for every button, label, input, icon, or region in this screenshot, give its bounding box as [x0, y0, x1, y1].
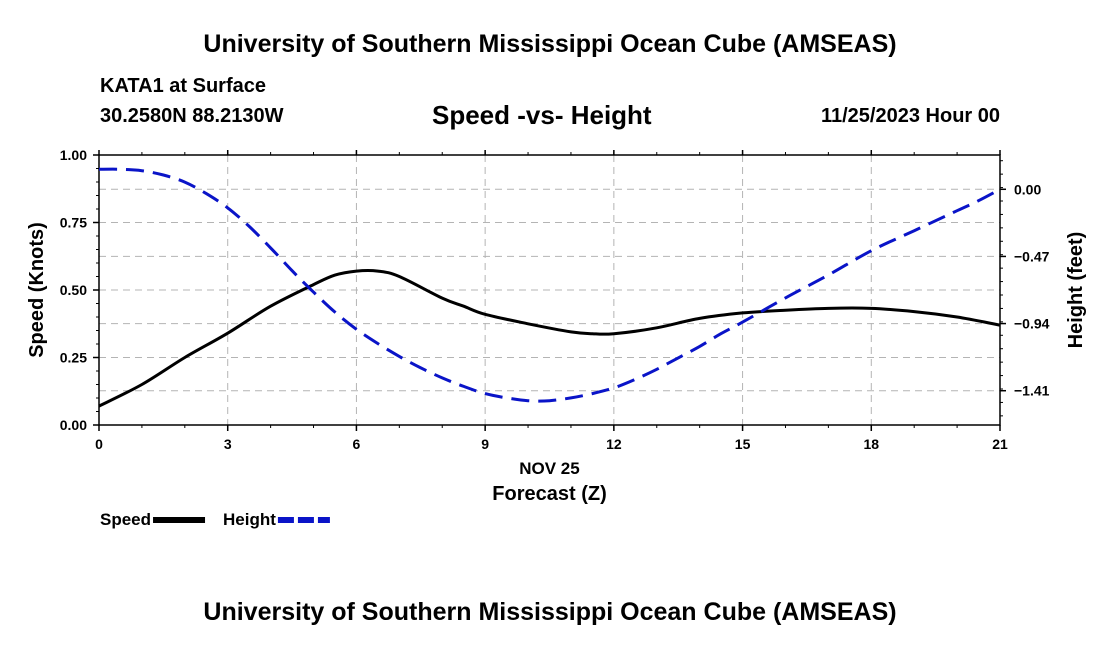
legend-label-speed: Speed: [100, 510, 151, 529]
y-left-axis-title: Speed (Knots): [26, 222, 48, 358]
x-axis-title: Forecast (Z): [492, 483, 606, 505]
legend-label-height: Height: [223, 510, 276, 529]
y-right-tick-label: 0.00: [1014, 181, 1041, 197]
series-line-speed: [98, 269, 1001, 408]
axis-labels: 0 3 6 9 12 15 18 21 0.00 0.25 0.50 0.75 1.00 0.00 −0.4…: [26, 147, 1087, 505]
x-tick-label: 18: [863, 436, 879, 452]
legend: Speed Height: [100, 510, 330, 529]
y-right-axis-title: Height (feet): [1065, 232, 1087, 349]
forecast-datetime: 11/25/2023 Hour 00: [820, 105, 1000, 127]
y-right-tick-label: −0.94: [1014, 316, 1050, 332]
station-label: KATA1 at Surface: [100, 75, 266, 97]
y-left-tick-label: 0.25: [60, 350, 87, 366]
station-coordinates: 30.2580N 88.2130W: [100, 105, 284, 127]
x-tick-label: 15: [735, 436, 751, 452]
x-tick-label: 3: [224, 436, 232, 452]
x-tick-label: 0: [95, 436, 103, 452]
y-right-tick-label: −0.47: [1014, 248, 1050, 264]
y-left-tick-label: 0.00: [60, 417, 87, 433]
chart-title: Speed -vs- Height: [432, 100, 652, 130]
x-tick-label: 9: [481, 436, 489, 452]
x-axis-date-label: NOV 25: [519, 459, 579, 478]
page-title-bottom: University of Southern Mississippi Ocean…: [203, 598, 897, 626]
y-left-tick-label: 1.00: [60, 147, 87, 163]
x-tick-label: 6: [353, 436, 361, 452]
axis-ticks: [93, 150, 1006, 431]
y-left-tick-label: 0.50: [60, 282, 87, 298]
grid-lines: [99, 155, 1000, 425]
series-line-height: [98, 167, 1001, 403]
x-tick-label: 12: [606, 436, 622, 452]
x-tick-label: 21: [992, 436, 1008, 452]
series-lines: [98, 167, 1001, 408]
y-left-tick-label: 0.75: [60, 215, 87, 231]
page-title-top: University of Southern Mississippi Ocean…: [203, 30, 897, 58]
y-right-tick-label: −1.41: [1014, 383, 1050, 399]
